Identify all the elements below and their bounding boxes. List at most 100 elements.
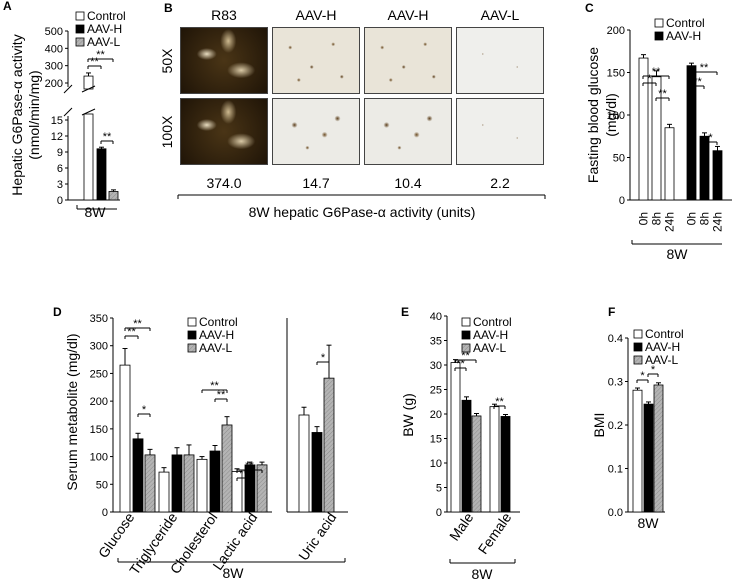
activity-value: 374.0 (206, 175, 241, 191)
significance-marker: ** (495, 396, 504, 408)
bar-aav-l (221, 424, 233, 513)
x-category-label: 8W (85, 204, 107, 220)
y-tick-label: 350 (90, 313, 108, 325)
bar-control (119, 364, 131, 513)
bar-aav-l (183, 454, 195, 513)
y-tick-label: 15 (430, 434, 442, 446)
y-tick-label: 20 (430, 409, 442, 421)
bar-aav-h (96, 148, 107, 201)
bar-break-mark (81, 85, 96, 93)
bar-control (632, 389, 643, 513)
legend-label: AAV-H (666, 29, 701, 43)
panel-letter-d: D (53, 305, 62, 319)
micrograph-r83-100x (180, 98, 268, 165)
y-axis-label: (mg/dl) (603, 93, 619, 137)
bar-control-lower (83, 113, 94, 201)
legend-label: Control (87, 9, 126, 23)
micrograph-r83-50x (180, 27, 268, 94)
legend-swatch (187, 330, 197, 340)
y-tick-label: 30 (430, 360, 442, 372)
y-tick-label: 10 (430, 458, 442, 470)
legend-swatch (633, 342, 643, 352)
significance-marker: * (142, 404, 147, 416)
legend-swatch (461, 343, 471, 353)
micrograph-aavh1-100x (272, 98, 360, 165)
significance-marker: ** (133, 318, 142, 330)
bar-aav-h (643, 403, 654, 513)
x-tick-label: 8h (698, 212, 712, 225)
y-tick-label: 200 (45, 78, 63, 90)
legend-swatch (633, 329, 643, 339)
y-tick-label: 0 (436, 507, 442, 519)
bar-control (489, 406, 500, 513)
y-axis-label: (nmol/min/mg) (26, 70, 42, 159)
legend-swatch (187, 343, 197, 353)
y-tick-label: 50 (96, 479, 108, 491)
activity-value: 14.7 (302, 175, 329, 191)
x-category-label: Uric acid (295, 510, 339, 564)
significance-marker: ** (700, 62, 709, 74)
legend-swatch (75, 24, 85, 34)
significance-marker: * (640, 370, 645, 382)
y-tick-label: 0 (102, 507, 108, 519)
y-axis-label: Serum metabolite (mg/dl) (64, 333, 80, 490)
significance-marker: * (647, 73, 652, 85)
bar-aav-h (712, 150, 723, 201)
y-tick-label: 6 (57, 163, 63, 175)
bar-aav-h (500, 416, 511, 513)
legend-swatch (461, 317, 471, 327)
bar-aav-h (132, 438, 144, 513)
bar-uric-control (298, 414, 310, 513)
y-tick-label: 0 (57, 195, 63, 207)
x-tick-label: 24h (711, 212, 725, 232)
bar-aav-h (209, 450, 221, 513)
x-tick-label: 8h (650, 212, 664, 225)
activity-value: 2.2 (490, 175, 510, 191)
legend-swatch (654, 18, 664, 28)
y-tick-label: 0.1 (608, 464, 623, 476)
x-group-label: 8W (667, 246, 689, 262)
significance-marker: * (708, 132, 713, 144)
bar-aav-l (144, 454, 156, 513)
micrograph-aavh2-50x (364, 27, 452, 94)
y-tick-label: 35 (430, 336, 442, 348)
bar-break-mark (81, 108, 96, 116)
bar-uric-aav-h (311, 432, 323, 513)
micrograph-aavl-100x (456, 98, 544, 165)
y-tick-label: 5 (436, 483, 442, 495)
x-tick-label: 24h (663, 212, 677, 232)
legend-label: AAV-H (473, 328, 508, 342)
x-category-label: Male (446, 509, 477, 543)
legend-label: AAV-H (87, 22, 122, 36)
legend-swatch (187, 317, 197, 327)
y-tick-label: 3 (57, 179, 63, 191)
significance-marker: ** (103, 131, 112, 143)
y-tick-label: 0.3 (608, 377, 623, 389)
y-tick-label: 100 (90, 452, 108, 464)
legend-swatch (654, 31, 664, 41)
legend-label: AAV-L (87, 35, 120, 49)
y-tick-label: 12 (51, 131, 63, 143)
y-axis-label: Hepatic G6Pase-α activity (9, 34, 25, 195)
significance-marker: ** (127, 326, 136, 338)
significance-marker: ** (90, 56, 99, 68)
column-header: R83 (211, 7, 237, 23)
activity-value: 10.4 (394, 175, 421, 191)
x-tick-label: 0h (685, 212, 699, 225)
legend-label: Control (645, 327, 684, 341)
column-header: AAV-H (388, 7, 429, 23)
bar-aav-h (699, 135, 710, 201)
panel-letter-b: B (164, 1, 173, 15)
significance-marker: * (321, 352, 326, 364)
legend-swatch (633, 355, 643, 365)
significance-marker: ** (217, 389, 226, 401)
bar-aav-h (461, 399, 472, 513)
legend-swatch (461, 330, 471, 340)
bar-control (158, 471, 170, 513)
y-tick-label: 15 (51, 115, 63, 127)
micrograph-aavl-50x (456, 27, 544, 94)
x-category-label: Female (475, 509, 515, 557)
legend-swatch (75, 11, 85, 21)
legend-label: AAV-L (199, 341, 232, 355)
